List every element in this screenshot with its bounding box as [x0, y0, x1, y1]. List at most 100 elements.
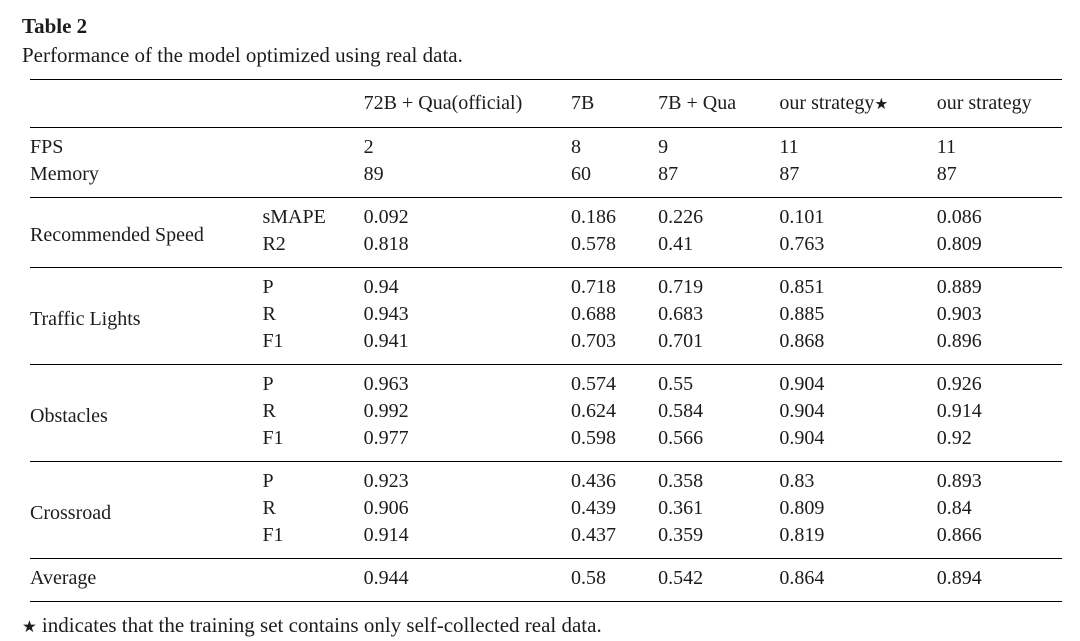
value-cell: 9 [658, 136, 669, 158]
value-cell: 0.894 [936, 558, 1062, 602]
value-cell: 0.819 [779, 524, 825, 546]
value-cell: 0.358 [658, 461, 780, 495]
value-cell: 0.092 [363, 197, 572, 231]
row-group-label: Recommended Speed [30, 197, 263, 268]
value-cell: 0.683 [658, 303, 704, 325]
value-cell: 0.83 [779, 461, 937, 495]
value-cell: 87 [779, 163, 800, 185]
metric-label: R2 [262, 233, 286, 255]
value-cell: 0.361 [658, 497, 704, 519]
row-label: FPS [30, 136, 64, 158]
row-group-label: Crossroad [30, 461, 263, 559]
value-cell: 0.885 [779, 303, 825, 325]
value-cell: 0.719 [658, 267, 780, 301]
value-cell: 0.703 [571, 330, 617, 352]
table-row: FPS 2 8 9 11 11 [30, 128, 1062, 162]
table-row: F1 0.941 0.703 0.701 0.868 0.896 [30, 328, 1062, 365]
value-cell: 0.906 [363, 497, 409, 519]
value-cell: 0.439 [571, 497, 617, 519]
value-cell: 0.818 [363, 233, 409, 255]
value-cell: 0.624 [571, 400, 617, 422]
metric-label: P [262, 267, 364, 301]
metric-label: F1 [262, 524, 284, 546]
value-cell: 0.688 [571, 303, 617, 325]
row-label: Average [30, 558, 364, 602]
metric-label: sMAPE [262, 197, 364, 231]
row-group-label: Traffic Lights [30, 267, 263, 365]
value-cell: 0.437 [571, 524, 617, 546]
table-row: Recommended Speed sMAPE 0.092 0.186 0.22… [30, 197, 1062, 268]
value-cell: 0.977 [363, 427, 409, 449]
column-header-label: our strategy [936, 92, 1032, 114]
column-header-label: our strategy [779, 92, 875, 114]
value-cell: 0.904 [779, 400, 825, 422]
column-header: our strategy [936, 79, 1062, 128]
value-cell: 0.944 [363, 558, 572, 602]
table-row: R 0.906 0.439 0.361 0.809 0.84 [30, 495, 1062, 522]
value-cell: 0.584 [658, 400, 704, 422]
footnote: ★ indicates that the training set contai… [22, 611, 1080, 641]
value-cell: 0.914 [936, 400, 982, 422]
table-row: R2 0.818 0.578 0.41 0.763 0.809 [30, 231, 1062, 268]
value-cell: 60 [571, 163, 592, 185]
table-row: Memory 89 60 87 87 87 [30, 161, 1062, 198]
value-cell: 0.963 [363, 364, 572, 398]
value-cell: 0.809 [779, 497, 825, 519]
metric-label: R [262, 400, 276, 422]
table-row: R 0.943 0.688 0.683 0.885 0.903 [30, 301, 1062, 328]
value-cell: 0.904 [779, 364, 937, 398]
table-row: Average 0.944 0.58 0.542 0.864 0.894 [30, 558, 1062, 602]
column-header: 72B + Qua(official) [363, 79, 572, 128]
row-label: Memory [30, 163, 99, 185]
column-header-label: 72B + Qua(official) [363, 92, 523, 114]
table-row: F1 0.977 0.598 0.566 0.904 0.92 [30, 425, 1062, 462]
value-cell: 0.92 [936, 427, 972, 449]
value-cell: 87 [936, 163, 957, 185]
value-cell: 0.086 [936, 197, 1062, 231]
value-cell: 0.851 [779, 267, 937, 301]
metric-label: P [262, 364, 364, 398]
value-cell: 0.904 [779, 427, 825, 449]
metric-label: R [262, 303, 276, 325]
metric-label: F1 [262, 330, 284, 352]
results-table: 72B + Qua(official) 7B 7B + Qua our stra… [30, 79, 1062, 602]
value-cell: 0.55 [658, 364, 780, 398]
value-cell: 0.578 [571, 233, 617, 255]
column-header-label: 7B + Qua [658, 92, 737, 114]
value-cell: 0.903 [936, 303, 982, 325]
header-star-icon: ★ [874, 96, 889, 113]
footnote-star-icon: ★ [22, 617, 37, 636]
column-header: our strategy★ [779, 79, 937, 128]
value-cell: 0.94 [363, 267, 572, 301]
value-cell: 0.943 [363, 303, 409, 325]
value-cell: 0.893 [936, 461, 1062, 495]
value-cell: 0.889 [936, 267, 1062, 301]
value-cell: 0.914 [363, 524, 409, 546]
value-cell: 0.763 [779, 233, 825, 255]
value-cell: 0.84 [936, 497, 972, 519]
table-row: Obstacles P 0.963 0.574 0.55 0.904 0.926 [30, 364, 1062, 462]
value-cell: 0.574 [571, 364, 659, 398]
value-cell: 0.436 [571, 461, 659, 495]
value-cell: 0.359 [658, 524, 704, 546]
column-header: 7B [571, 79, 659, 128]
value-cell: 0.718 [571, 267, 659, 301]
value-cell: 0.701 [658, 330, 704, 352]
value-cell: 11 [936, 136, 956, 158]
value-cell: 0.566 [658, 427, 704, 449]
table-caption: Performance of the model optimized using… [22, 43, 463, 67]
value-cell: 0.992 [363, 400, 409, 422]
table-header-row: 72B + Qua(official) 7B 7B + Qua our stra… [30, 79, 1062, 128]
value-cell: 0.186 [571, 197, 659, 231]
value-cell: 0.926 [936, 364, 1062, 398]
value-cell: 89 [363, 163, 384, 185]
value-cell: 87 [658, 163, 679, 185]
table-row: R 0.992 0.624 0.584 0.904 0.914 [30, 398, 1062, 425]
value-cell: 11 [779, 136, 799, 158]
table-title: Table 2 [22, 14, 88, 38]
value-cell: 0.923 [363, 461, 572, 495]
value-cell: 0.941 [363, 330, 409, 352]
value-cell: 0.58 [571, 558, 659, 602]
table-row: F1 0.914 0.437 0.359 0.819 0.866 [30, 522, 1062, 559]
